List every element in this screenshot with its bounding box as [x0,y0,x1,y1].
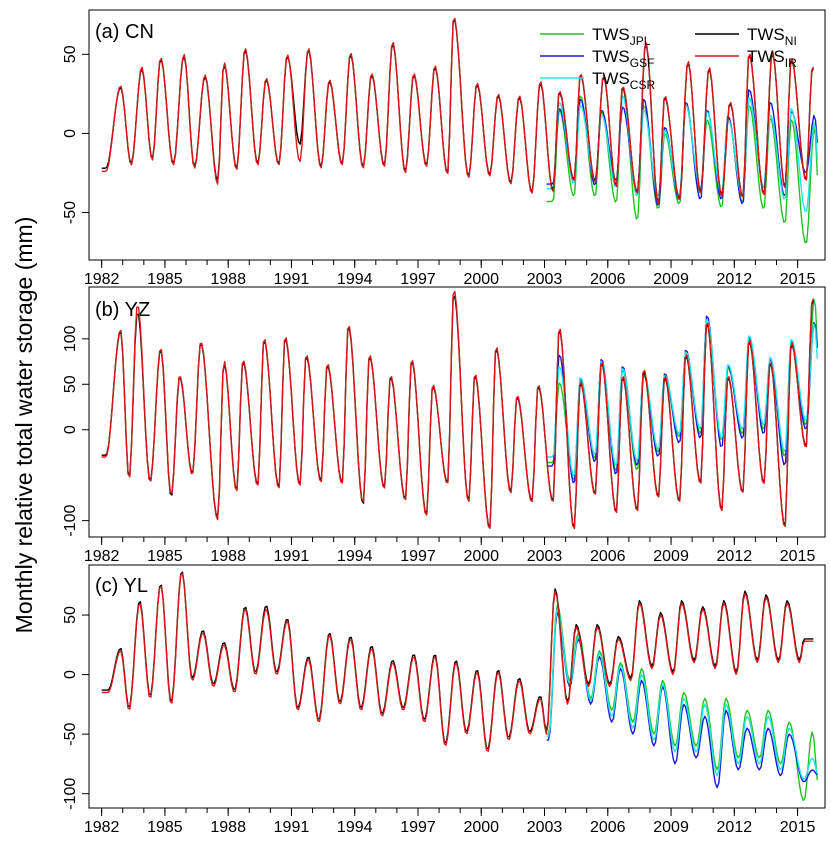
x-tick-label: 2009 [653,819,689,836]
panel-a-label: (a) CN [95,21,154,43]
series-line-csr-panel-c [546,608,818,780]
panel-a: (a) CN 50 0 -50 1982 1985 1988 1991 1994 1997 20… [62,9,826,288]
y-tick-label: 0 [62,129,79,138]
x-tick-label: 2015 [780,271,816,288]
series-line-ir-panel-b [101,290,815,530]
x-tick-label: 2015 [780,819,816,836]
x-tick-label: 1991 [274,548,310,565]
series-line-gsf-panel-c [546,611,818,789]
y-tick-label: -50 [62,201,79,224]
x-tick-label: 2006 [590,271,626,288]
x-tick-label: 2009 [653,548,689,565]
x-tick-label: 2012 [717,271,753,288]
y-tick-label: 100 [62,325,79,352]
legend-label-ni: TWSNI [747,25,797,48]
x-tick-label: 1991 [274,271,310,288]
x-tick-label: 2015 [780,548,816,565]
x-tick-label: 1991 [274,819,310,836]
series-line-csr-panel-b [546,319,818,477]
x-tick-label: 1997 [400,819,436,836]
x-tick-label: 1997 [400,271,436,288]
x-tick-label: 1997 [400,548,436,565]
x-tick-label: 2003 [527,819,563,836]
panel-a-series [101,17,818,244]
x-tick-label: 1982 [84,548,120,565]
x-tick-label: 1988 [210,271,246,288]
y-tick-label: 50 [62,375,79,393]
x-tick-label: 1985 [147,548,183,565]
panel-c-frame [88,564,826,809]
x-tick-label: 2000 [463,548,499,565]
x-tick-label: 2003 [527,271,563,288]
x-tick-label: 1988 [210,548,246,565]
series-line-csr-panel-a [546,95,818,212]
y-tick-label: -100 [62,778,79,810]
panel-c: (c) YL 500-50-100 1982 1985 1988 1991 1994 19… [62,564,826,836]
x-tick-label: 2003 [527,548,563,565]
panel-c-y-axis: 50 0 -50 -100 [62,606,89,810]
y-tick-label: -100 [62,505,79,537]
series-line-jpl-panel-c [546,604,818,802]
legend-label-jpl: TWSJPL [592,25,651,48]
x-tick-label: 1985 [147,819,183,836]
x-tick-label: 1994 [337,819,373,836]
x-tick-label: 1994 [337,548,373,565]
panel-a-y-axis: 50 0 -50 [62,45,89,224]
panel-a-frame [88,9,826,261]
panel-b-x-axis: 1982 1985 1988 1991 1994 1997 2000 2003 2006 2009… [84,537,816,565]
y-tick-label: 0 [62,670,79,679]
x-tick-label: 1982 [84,819,120,836]
legend: TWSJPL TWSNI TWSGSF TWSIR TWSCSR [540,25,797,92]
x-tick-label: 2009 [653,271,689,288]
y-tick-label: 50 [62,606,79,624]
panel-c-x-axis: 1982 1985 1988 1991 1994 1997 2000 2003 2006 2009… [84,808,816,836]
panel-b-y-axis: 100 50 0 -100 [62,325,89,537]
legend-label-csr: TWSCSR [592,69,655,92]
y-tick-label: -50 [62,722,79,745]
panel-b-series [101,290,818,530]
x-tick-label: 1982 [84,271,120,288]
series-line-ir-panel-a [101,17,815,205]
legend-label-gsf: TWSGSF [592,47,654,70]
x-tick-label: 2006 [590,819,626,836]
x-tick-label: 2012 [717,819,753,836]
panel-c-label: (c) YL [95,575,148,597]
x-tick-label: 1985 [147,271,183,288]
y-axis-label: Monthly relative total water storage (mm… [11,217,37,634]
panel-b-label: (b) YZ [95,299,150,321]
x-tick-label: 1988 [210,819,246,836]
panel-c-series [101,571,818,802]
legend-label-ir: TWSIR [747,47,797,70]
series-line-ir-panel-c [101,572,814,752]
x-tick-label: 1994 [337,271,373,288]
x-tick-label: 2012 [717,548,753,565]
x-tick-label: 2000 [463,271,499,288]
panel-b-frame [88,286,826,538]
panel-a-x-axis: 1982 1985 1988 1991 1994 1997 2000 2003 2006 2009… [84,260,816,288]
x-tick-label: 2006 [590,548,626,565]
x-tick-label: 2000 [463,819,499,836]
y-tick-label: 50 [62,45,79,63]
y-tick-label: 0 [62,425,79,434]
